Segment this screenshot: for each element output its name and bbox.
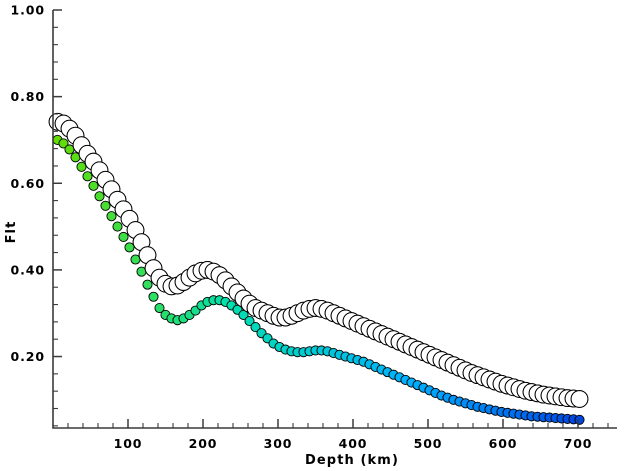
- data-point-circle: [106, 211, 117, 222]
- y-tick-label: 0.40: [11, 262, 45, 277]
- data-point-circle: [76, 161, 87, 172]
- data-point-circle: [154, 302, 165, 314]
- data-point-circle: [238, 309, 249, 320]
- data-point-circle: [244, 315, 255, 327]
- data-markers-layer: [48, 112, 591, 425]
- x-tick-label: 500: [414, 436, 443, 451]
- data-point-circle: [112, 221, 123, 232]
- y-axis-title: Flt: [4, 221, 19, 244]
- data-point-circle: [94, 191, 105, 202]
- x-axis-title: Depth (km): [305, 453, 399, 468]
- data-point-circle: [250, 322, 261, 333]
- x-tick-label: 200: [189, 436, 218, 451]
- data-point-circle: [58, 138, 69, 149]
- data-point-circle: [100, 200, 111, 211]
- circle-series: [52, 134, 585, 425]
- y-tick-label: 0.60: [11, 176, 45, 191]
- x-tick-label: 400: [339, 436, 368, 451]
- x-tick-label: 300: [264, 436, 293, 451]
- y-tick-label: 1.00: [11, 3, 45, 18]
- y-tick-label: 0.20: [11, 349, 45, 364]
- data-point-circle: [574, 414, 585, 425]
- data-point-circle: [82, 171, 93, 182]
- axis-labels-layer: Depth (km) Flt 100 200 300 400 500 600 700 0.20…: [4, 3, 593, 469]
- data-point-circle: [118, 231, 129, 243]
- x-tick-label: 600: [489, 436, 518, 451]
- x-tick-label: 700: [564, 436, 593, 451]
- data-point-circle: [148, 291, 159, 302]
- data-point-circle: [88, 180, 99, 191]
- y-tick-label: 0.80: [11, 89, 45, 104]
- x-tick-label: 100: [114, 436, 143, 451]
- data-point-circle: [124, 242, 135, 253]
- axes-layer: [52, 9, 617, 429]
- beachball-series: [48, 112, 591, 410]
- data-point-circle: [142, 279, 153, 290]
